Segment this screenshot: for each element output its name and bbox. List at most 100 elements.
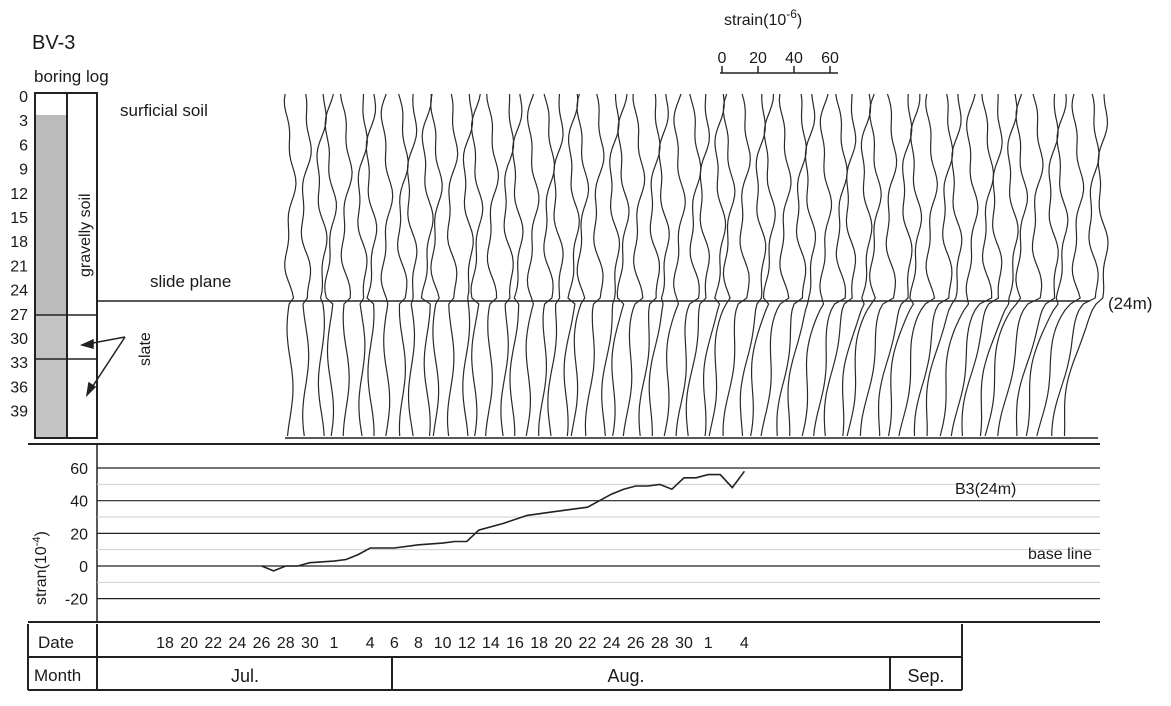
strain-profile-curve — [813, 93, 848, 437]
strain-profile-curve — [538, 93, 556, 436]
strain-profile-curve — [357, 93, 368, 437]
strain-profile-curve — [283, 93, 297, 437]
strain-profile-curve — [925, 93, 963, 437]
strain-profile-curve — [648, 93, 670, 436]
slide-plane-label: slide plane — [150, 272, 231, 291]
ts-y-tick-label: 0 — [79, 559, 88, 576]
layer-column-outline — [66, 92, 98, 439]
depth-tick-label: 27 — [10, 307, 28, 324]
date-label: 26 — [253, 635, 271, 652]
strain-profile-curve — [722, 93, 751, 436]
date-label: 26 — [627, 635, 645, 652]
strain-profile-curve — [997, 93, 1044, 437]
slate-label: slate — [137, 332, 154, 366]
month-labels: Jul. Aug. Sep. — [231, 666, 945, 686]
ts-y-tick-label: -20 — [65, 592, 88, 609]
date-labels: 18 20 22 24 26 28 30 1 4 6 8 10 12 14 16 18 20 22 24 26 28 30… — [156, 635, 749, 652]
date-label: 18 — [156, 635, 174, 652]
date-label: 12 — [458, 635, 476, 652]
depth-tick-label: 21 — [10, 258, 28, 275]
boring-log-column — [34, 92, 98, 439]
date-label: 14 — [482, 635, 500, 652]
date-label: 24 — [603, 635, 621, 652]
strain-profile-curve — [787, 93, 817, 437]
strain-profile-curve — [380, 93, 394, 437]
depth-tick-label: 30 — [10, 331, 28, 348]
date-label: 1 — [330, 635, 339, 652]
borehole-title: BV-3 — [32, 32, 75, 54]
strain-profile-curve — [300, 93, 312, 437]
strain-profile-curve — [898, 93, 939, 437]
strain-profiles — [283, 93, 1109, 437]
date-label: 8 — [414, 635, 423, 652]
strain-profile-curve — [801, 93, 833, 437]
strain-profile-curve — [675, 93, 702, 437]
strain-profile-curve — [430, 93, 443, 437]
depth-tick-label: 36 — [10, 379, 28, 396]
gravelly-soil-label: gravelly soil — [77, 193, 94, 277]
strain-scale-tick-label: 40 — [785, 50, 803, 67]
strain-profile-curve — [1025, 93, 1069, 437]
strain-profile-curve — [776, 93, 808, 437]
strain-profile-curve — [846, 93, 882, 437]
date-table — [27, 621, 1100, 691]
depth-tick-label: 0 — [19, 89, 28, 106]
month-label: Jul. — [231, 666, 259, 686]
date-label: 16 — [506, 635, 524, 652]
strain-profile-curve — [984, 93, 1029, 437]
strain-profile-curve — [887, 94, 923, 437]
depth-tick-label: 6 — [19, 137, 28, 154]
strain-profile-curve — [611, 93, 630, 437]
date-label: 10 — [434, 635, 452, 652]
strain-profile-curve — [823, 93, 857, 437]
month-label: Sep. — [907, 666, 944, 686]
strain-profile-curve — [1051, 93, 1100, 437]
strain-profile-curve — [708, 93, 736, 437]
strain-profile-curve — [396, 93, 409, 437]
strain-profile-curve — [685, 93, 711, 437]
strain-profile-curve — [739, 94, 767, 437]
date-label: 4 — [366, 635, 375, 652]
strain-profile-curve — [979, 93, 1019, 437]
ts-y-axis-label: stran(10-4) — [31, 531, 50, 605]
strain-profile-curve — [961, 94, 1003, 437]
strain-scale-tick-label: 60 — [821, 50, 839, 67]
depth-tick-label: 15 — [10, 210, 28, 227]
strain-scale-title: strain(10-6) — [724, 7, 802, 29]
depth-tick-label: 18 — [10, 234, 28, 251]
strain-profile-curve — [841, 93, 873, 437]
date-label: 22 — [204, 635, 222, 652]
boring-log-label: boring log — [34, 67, 109, 86]
strain-profile-curve — [420, 93, 434, 437]
strain-profile-curve — [750, 93, 776, 437]
strain-profile-curve — [500, 93, 515, 437]
series-label-b3: B3(24m) — [955, 481, 1016, 498]
date-label: 28 — [651, 635, 669, 652]
strain-profile-curve — [563, 93, 580, 437]
strain-profile-curve — [462, 93, 474, 437]
strain-profile-curve — [339, 93, 353, 437]
strain-profile-curve — [547, 93, 564, 437]
date-label: 22 — [579, 635, 597, 652]
strain-profile-curve — [950, 93, 995, 437]
strain-profile-curve — [703, 93, 727, 437]
date-label: 1 — [704, 635, 713, 652]
strain-profile-curve — [601, 93, 621, 437]
ts-y-tick-label: 20 — [70, 526, 88, 543]
strain-profile-curve — [663, 93, 686, 437]
strain-profile-curve — [509, 93, 524, 436]
date-label: 28 — [277, 635, 295, 652]
strain-profile-curve — [1036, 93, 1085, 437]
strain-profile-curve — [913, 93, 954, 437]
strain-profile-curve — [1015, 93, 1059, 437]
strain-profile-curve — [446, 93, 459, 437]
depth-tick-label: 24 — [10, 283, 28, 300]
base-line-label: base line — [1028, 546, 1092, 563]
depth-tick-label: 9 — [19, 162, 28, 179]
date-label: 18 — [530, 635, 548, 652]
slate-fill — [35, 315, 67, 438]
strain-profile-curve — [939, 93, 979, 437]
strain-profile-curve — [584, 93, 605, 437]
